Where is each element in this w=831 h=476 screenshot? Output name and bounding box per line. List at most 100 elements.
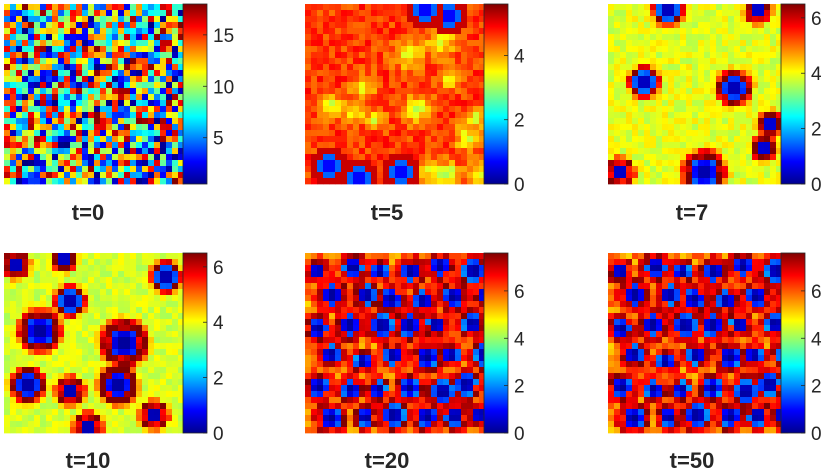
heatmap-cell — [100, 373, 107, 380]
heatmap-cell — [178, 373, 185, 380]
heatmap-cell — [46, 76, 53, 83]
heatmap-cell — [680, 28, 687, 35]
heatmap-cell — [317, 295, 324, 302]
heatmap-cell — [347, 136, 354, 143]
heatmap-cell — [94, 331, 101, 338]
heatmap-cell — [710, 58, 717, 65]
heatmap-cell — [413, 313, 420, 320]
heatmap-cell — [437, 289, 444, 296]
heatmap-cell — [136, 397, 143, 404]
heatmap-cell — [389, 76, 396, 83]
heatmap-cell — [644, 34, 651, 41]
heatmap-cell — [437, 301, 444, 308]
heatmap-cell — [674, 94, 681, 101]
heatmap-cell — [401, 46, 408, 53]
heatmap-cell — [626, 271, 633, 278]
heatmap-cell — [407, 142, 414, 149]
heatmap-cell — [479, 307, 486, 314]
heatmap-cell — [94, 343, 101, 350]
heatmap-cell — [632, 124, 639, 131]
heatmap-cell — [305, 403, 312, 410]
heatmap-cell — [449, 337, 456, 344]
heatmap-cell — [728, 76, 735, 83]
heatmap-cell — [746, 259, 753, 266]
heatmap-cell — [112, 148, 119, 155]
heatmap-cell — [620, 40, 627, 47]
heatmap-cell — [160, 265, 167, 272]
heatmap-cell — [716, 154, 723, 161]
heatmap-cell — [668, 76, 675, 83]
heatmap-cell — [668, 259, 675, 266]
heatmap-cell — [148, 34, 155, 41]
heatmap-cell — [632, 76, 639, 83]
heatmap-cell — [16, 46, 23, 53]
heatmap-cell — [650, 4, 657, 11]
heatmap-cell — [698, 301, 705, 308]
heatmap-cell — [142, 307, 149, 314]
heatmap-cell — [359, 100, 366, 107]
heatmap-cell — [656, 172, 663, 179]
heatmap-cell — [112, 10, 119, 17]
heatmap-cell — [401, 325, 408, 332]
heatmap-cell — [10, 70, 17, 77]
heatmap-cell — [52, 10, 59, 17]
heatmap-cell — [76, 172, 83, 179]
heatmap-cell — [118, 307, 125, 314]
heatmap-cell — [377, 289, 384, 296]
heatmap-cell — [413, 4, 420, 11]
heatmap-cell — [365, 82, 372, 89]
heatmap-cell — [389, 88, 396, 95]
heatmap-cell — [118, 136, 125, 143]
heatmap-cell — [172, 58, 179, 65]
heatmap-cell — [106, 148, 113, 155]
heatmap-cell — [305, 112, 312, 119]
heatmap-cell — [383, 40, 390, 47]
heatmap-cell — [752, 94, 759, 101]
heatmap-cell — [58, 28, 65, 35]
heatmap-cell — [371, 277, 378, 284]
heatmap-cell — [710, 160, 717, 167]
heatmap-cell — [746, 106, 753, 113]
heatmap-cell — [449, 397, 456, 404]
heatmap-cell — [136, 343, 143, 350]
heatmap-cell — [365, 124, 372, 131]
heatmap-cell — [461, 337, 468, 344]
heatmap-cell — [34, 106, 41, 113]
heatmap-cell — [365, 319, 372, 326]
heatmap-cell — [752, 289, 759, 296]
heatmap-cell — [22, 379, 29, 386]
heatmap-cell — [341, 154, 348, 161]
heatmap-cell — [124, 301, 131, 308]
heatmap-cell — [10, 94, 17, 101]
heatmap-cell — [704, 58, 711, 65]
heatmap-cell — [34, 349, 41, 356]
heatmap-cell — [674, 142, 681, 149]
heatmap-cell — [148, 337, 155, 344]
heatmap-cell — [100, 331, 107, 338]
heatmap-cell — [674, 124, 681, 131]
heatmap-cell — [335, 64, 342, 71]
heatmap-cell — [467, 172, 474, 179]
heatmap-cell — [437, 367, 444, 374]
heatmap-cell — [317, 403, 324, 410]
heatmap-cell — [644, 64, 651, 71]
heatmap-cell — [46, 337, 53, 344]
heatmap-cell — [76, 373, 83, 380]
heatmap-cell — [70, 265, 77, 272]
heatmap-cell — [118, 283, 125, 290]
heatmap-cell — [728, 40, 735, 47]
heatmap-cell — [124, 64, 131, 71]
heatmap-cell — [16, 28, 23, 35]
heatmap-cell — [413, 397, 420, 404]
heatmap-cell — [461, 355, 468, 362]
heatmap-cell — [142, 34, 149, 41]
heatmap-cell — [638, 52, 645, 59]
heatmap-cell — [329, 52, 336, 59]
heatmap-cell — [10, 331, 17, 338]
heatmap-cell — [160, 58, 167, 65]
heatmap-cell — [473, 52, 480, 59]
heatmap-cell — [64, 289, 71, 296]
heatmap-cell — [118, 70, 125, 77]
heatmap-cell — [353, 112, 360, 119]
heatmap-cell — [662, 271, 669, 278]
